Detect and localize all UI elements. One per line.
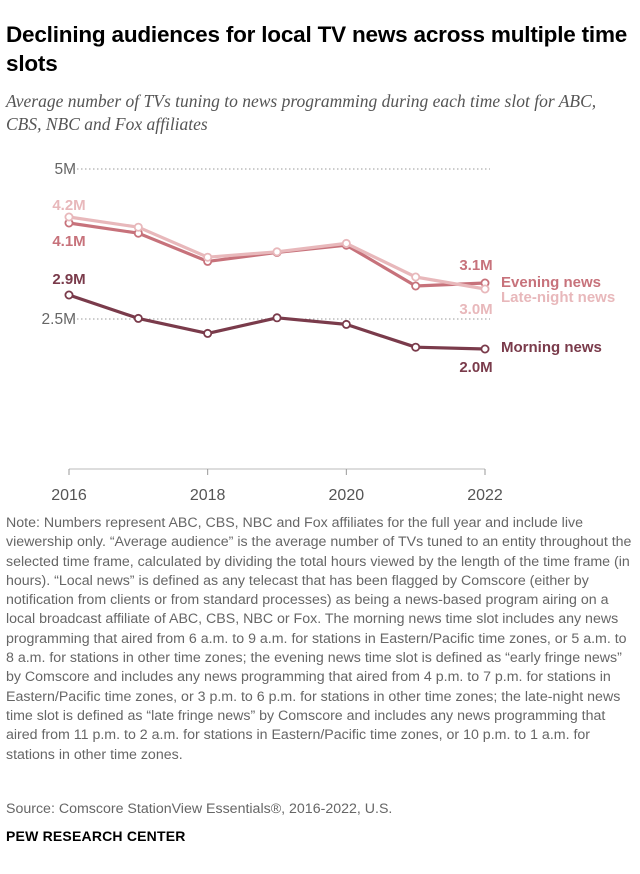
data-point [411, 272, 421, 282]
end-value-label: 3.0M [459, 301, 492, 318]
end-value-label: 3.1M [459, 257, 492, 274]
x-tick-label: 2022 [467, 487, 503, 504]
data-point [341, 319, 351, 329]
data-point [480, 284, 490, 294]
x-axis: 2016 2018 2020 2022 [51, 468, 503, 504]
end-value-label: 2.0M [459, 359, 492, 376]
x-tick-label: 2018 [190, 487, 226, 504]
start-value-label: 2.9M [52, 271, 85, 288]
y-tick-label: 2.5M [42, 311, 76, 328]
data-point [411, 281, 421, 291]
series-label-morning: Morning news [501, 339, 602, 356]
y-axis-ticks: 2.5M 5M [42, 161, 76, 328]
data-point [480, 344, 490, 354]
line-chart: 2.5M 5M 2016 2018 2020 2022 4.2M 4.1M 2.9M 3.1M… [42, 161, 616, 504]
data-point [133, 222, 143, 232]
start-value-label: 4.2M [52, 197, 85, 214]
data-point [203, 328, 213, 338]
chart-subtitle: Average number of TVs tuning to news pro… [6, 91, 597, 134]
start-value-label: 4.1M [52, 233, 85, 250]
data-point [64, 290, 74, 300]
x-tick-label: 2020 [329, 487, 365, 504]
y-tick-label: 5M [54, 161, 76, 178]
data-point [341, 238, 351, 248]
data-point [64, 212, 74, 222]
data-point [133, 313, 143, 323]
source-line: Source: Comscore StationView Essentials®… [6, 801, 393, 817]
data-point [272, 313, 282, 323]
series-label-evening: Evening news [501, 274, 601, 291]
brand-logo-text: PEW RESEARCH CENTER [6, 828, 186, 844]
data-labels: 4.2M 4.1M 2.9M 3.1M 3.0M 2.0M Evening newsLate… [52, 197, 615, 376]
data-point [411, 342, 421, 352]
data-point [203, 252, 213, 262]
x-tick-label: 2016 [51, 487, 87, 504]
data-point [272, 247, 282, 257]
series-label-late-night: Late-night news [501, 289, 615, 306]
gridlines [69, 168, 490, 320]
series-lines [64, 212, 490, 354]
footnote: Note: Numbers represent ABC, CBS, NBC an… [6, 515, 632, 763]
chart-title: Declining audiences for local TV news ac… [6, 22, 628, 76]
